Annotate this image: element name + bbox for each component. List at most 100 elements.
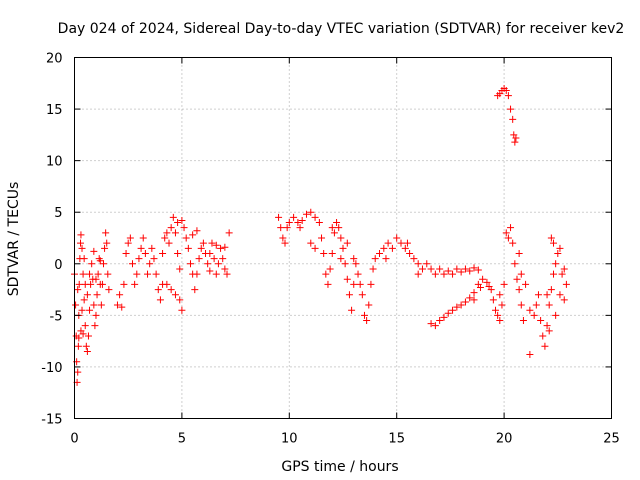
data-point — [541, 342, 549, 350]
data-point — [178, 216, 186, 224]
data-point — [131, 280, 139, 288]
data-point — [560, 296, 568, 304]
data-point — [453, 303, 461, 311]
data-point — [539, 332, 547, 340]
data-point — [219, 255, 227, 263]
data-point — [350, 255, 358, 263]
data-point — [436, 265, 444, 273]
data-point — [174, 249, 182, 257]
data-point — [137, 244, 145, 252]
data-point — [384, 239, 392, 247]
y-axis-label: SDTVAR / TECUs — [6, 182, 22, 297]
data-point — [139, 234, 147, 242]
data-point — [371, 255, 379, 263]
data-point — [507, 224, 515, 232]
data-point — [479, 275, 487, 283]
data-point — [197, 244, 205, 252]
data-point — [152, 270, 160, 278]
data-point — [496, 317, 504, 325]
data-point — [79, 270, 87, 278]
x-tick-label: 20 — [496, 432, 513, 447]
data-point — [80, 255, 88, 263]
data-point — [315, 219, 323, 227]
data-point — [547, 234, 555, 242]
data-point — [122, 249, 130, 257]
data-point — [369, 265, 377, 273]
data-point — [128, 260, 136, 268]
data-point — [311, 244, 319, 252]
data-point — [414, 270, 422, 278]
data-point — [80, 296, 88, 304]
data-point — [318, 234, 326, 242]
data-point — [302, 210, 310, 218]
data-point — [556, 244, 564, 252]
data-point — [75, 280, 83, 288]
data-point — [562, 280, 570, 288]
data-point — [461, 265, 469, 273]
data-point — [547, 286, 555, 294]
data-point — [330, 229, 338, 237]
data-point — [150, 255, 158, 263]
data-point — [120, 280, 128, 288]
data-point — [79, 330, 87, 338]
data-point — [212, 241, 220, 249]
data-point — [354, 270, 362, 278]
data-point — [206, 249, 214, 257]
data-point — [167, 224, 175, 232]
data-point — [144, 270, 152, 278]
y-tick-label: 15 — [46, 103, 63, 118]
data-point — [154, 286, 162, 294]
data-point — [186, 260, 194, 268]
chart-title: Day 024 of 2024, Sidereal Day-to-day VTE… — [58, 21, 625, 37]
x-axis-label: GPS time / hours — [281, 459, 398, 475]
data-point — [94, 270, 102, 278]
x-tick-labels: 0 5 10 15 20 25 — [70, 432, 619, 447]
data-point — [113, 301, 121, 309]
data-point — [466, 267, 474, 275]
data-point — [558, 270, 566, 278]
data-point — [545, 301, 553, 309]
data-point — [483, 278, 491, 286]
data-point — [397, 239, 405, 247]
data-point — [348, 306, 356, 314]
data-point — [88, 260, 96, 268]
data-point — [470, 264, 478, 272]
data-point — [554, 249, 562, 257]
data-point — [457, 301, 465, 309]
data-point — [550, 239, 558, 247]
data-point — [333, 219, 341, 227]
data-point — [77, 231, 85, 239]
data-point — [406, 249, 414, 257]
data-point — [93, 291, 101, 299]
data-point — [298, 216, 306, 224]
data-point — [431, 270, 439, 278]
data-point — [90, 247, 98, 255]
data-point — [449, 270, 457, 278]
data-point — [519, 317, 527, 325]
data-point — [307, 239, 315, 247]
data-point — [552, 311, 560, 319]
data-point — [105, 286, 113, 294]
data-point — [341, 260, 349, 268]
series-segment-morning — [113, 213, 233, 314]
data-point — [512, 134, 520, 142]
data-point — [509, 239, 517, 247]
data-point — [208, 239, 216, 247]
data-point — [526, 306, 534, 314]
data-point — [431, 322, 439, 330]
data-point — [515, 286, 523, 294]
data-point — [496, 291, 504, 299]
data-point — [423, 260, 431, 268]
data-point — [343, 275, 351, 283]
data-point — [444, 267, 452, 275]
data-point — [440, 313, 448, 321]
data-point — [513, 275, 521, 283]
data-point — [440, 270, 448, 278]
x-tick-label: 10 — [281, 432, 298, 447]
axis-ticks — [74, 57, 612, 419]
y-tick-labels: -15 -10 -5 0 5 10 15 20 — [41, 52, 62, 428]
data-point — [504, 234, 512, 242]
data-point — [530, 311, 538, 319]
data-point — [214, 260, 222, 268]
